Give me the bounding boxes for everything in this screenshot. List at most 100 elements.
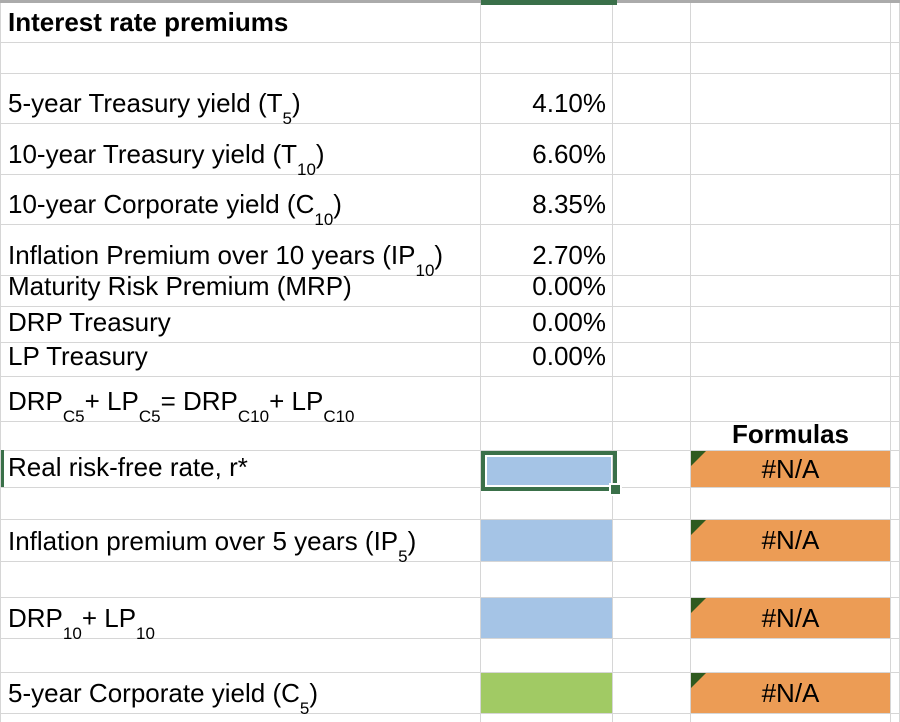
value-cell[interactable] (481, 714, 613, 722)
value-cell[interactable] (481, 422, 613, 451)
value-cell[interactable] (481, 3, 613, 43)
cell[interactable] (613, 343, 691, 377)
value-cell[interactable] (481, 377, 613, 422)
cell[interactable] (891, 377, 900, 422)
label-cell[interactable]: Inflation Premium over 10 years (IP 10) (0, 225, 481, 279)
cell[interactable] (891, 562, 900, 598)
cell[interactable] (613, 307, 691, 343)
label-cell[interactable] (0, 714, 481, 722)
formulas-header-cell[interactable]: Formulas (691, 419, 891, 451)
input-cell[interactable] (481, 520, 613, 562)
cell[interactable] (691, 377, 891, 422)
cell[interactable] (891, 175, 900, 225)
label-cell[interactable] (0, 422, 481, 451)
value-cell[interactable]: 6.60% (481, 124, 613, 175)
cell[interactable] (891, 343, 900, 377)
cell[interactable] (891, 598, 900, 639)
input-cell-fill[interactable] (481, 673, 612, 713)
cell[interactable] (891, 520, 900, 562)
value-cell[interactable]: 0.00% (481, 271, 613, 307)
cell[interactable] (613, 598, 691, 639)
cell[interactable] (613, 520, 691, 562)
cell[interactable] (891, 714, 900, 722)
label-cell[interactable]: DRP Treasury (0, 307, 481, 343)
cell[interactable] (613, 639, 691, 673)
cell[interactable] (613, 562, 691, 598)
formula-result[interactable]: #N/A (691, 520, 890, 561)
cell[interactable] (891, 124, 900, 175)
value-cell[interactable]: 4.10% (481, 74, 613, 124)
cell[interactable] (613, 74, 691, 124)
input-cell-fill[interactable] (481, 520, 612, 561)
cell[interactable] (891, 488, 900, 520)
formula-result-cell[interactable]: #N/A (691, 673, 891, 714)
cell[interactable] (613, 673, 691, 714)
label-cell[interactable]: Interest rate premiums (0, 3, 481, 43)
cell[interactable] (691, 714, 891, 722)
cell[interactable] (613, 175, 691, 225)
cell[interactable] (691, 74, 891, 124)
label-cell[interactable]: Inflation premium over 5 years (IP 5) (0, 520, 481, 565)
value-cell[interactable]: 0.00% (481, 307, 613, 343)
cell[interactable] (613, 451, 691, 488)
cell[interactable] (891, 43, 900, 74)
cell[interactable] (691, 562, 891, 598)
cell[interactable] (613, 714, 691, 722)
formula-result-cell[interactable]: #N/A (691, 520, 891, 562)
cell[interactable] (613, 422, 691, 451)
cell[interactable] (691, 3, 891, 43)
value-cell[interactable]: 8.35% (481, 175, 613, 225)
value-cell[interactable] (481, 488, 613, 520)
cell[interactable] (613, 377, 691, 422)
cell[interactable] (613, 124, 691, 175)
cell[interactable] (613, 43, 691, 74)
cell[interactable] (891, 276, 900, 307)
cell[interactable] (691, 175, 891, 225)
input-cell[interactable] (481, 673, 613, 714)
cell[interactable] (613, 225, 691, 276)
selected-input-cell[interactable] (481, 451, 622, 496)
cell[interactable] (613, 488, 691, 520)
label-cell[interactable] (0, 43, 481, 74)
input-cell-fill[interactable] (487, 457, 611, 485)
value-cell[interactable] (481, 562, 613, 598)
cell[interactable] (891, 307, 900, 343)
label-cell[interactable]: 10-year Treasury yield (T 10) (0, 124, 481, 178)
value-cell[interactable]: 2.70% (481, 225, 613, 276)
cell[interactable] (891, 673, 900, 714)
formula-result[interactable]: #N/A (691, 598, 890, 638)
formula-result-cell[interactable]: #N/A (691, 451, 891, 488)
label-cell[interactable] (0, 488, 481, 520)
cell[interactable] (891, 639, 900, 673)
cell[interactable] (691, 276, 891, 307)
input-cell[interactable] (481, 598, 613, 639)
formula-result[interactable]: #N/A (691, 451, 890, 487)
cell[interactable] (891, 451, 900, 488)
value-cell[interactable] (481, 639, 613, 673)
cell[interactable] (691, 488, 891, 520)
value-cell[interactable] (481, 43, 613, 74)
cell[interactable] (691, 124, 891, 175)
cell[interactable] (891, 3, 900, 43)
label-cell[interactable]: Real risk-free rate, r* (0, 450, 481, 488)
cell[interactable] (613, 3, 691, 43)
cell[interactable] (691, 343, 891, 377)
label-cell[interactable] (0, 639, 481, 673)
fill-handle[interactable] (609, 483, 622, 496)
cell[interactable] (891, 225, 900, 276)
label-cell[interactable]: DRP 10 + LP 10 (0, 598, 481, 642)
formula-result-cell[interactable]: #N/A (691, 598, 891, 639)
label-cell[interactable]: 5-year Treasury yield (T 5) (0, 74, 481, 127)
value-cell[interactable]: 0.00% (481, 341, 613, 377)
cell[interactable] (891, 422, 900, 451)
cell[interactable] (691, 43, 891, 74)
label-cell[interactable]: DRP C5 + LP C5 = DRP C10 + LP C10 (0, 377, 481, 425)
cell[interactable] (891, 74, 900, 124)
cell[interactable] (691, 225, 891, 276)
cell[interactable] (691, 639, 891, 673)
label-cell[interactable]: Maturity Risk Premium (MRP) (0, 271, 481, 307)
cell[interactable] (691, 307, 891, 343)
input-cell-fill[interactable] (481, 598, 612, 638)
label-cell[interactable] (0, 562, 481, 598)
formula-result[interactable]: #N/A (691, 673, 890, 713)
